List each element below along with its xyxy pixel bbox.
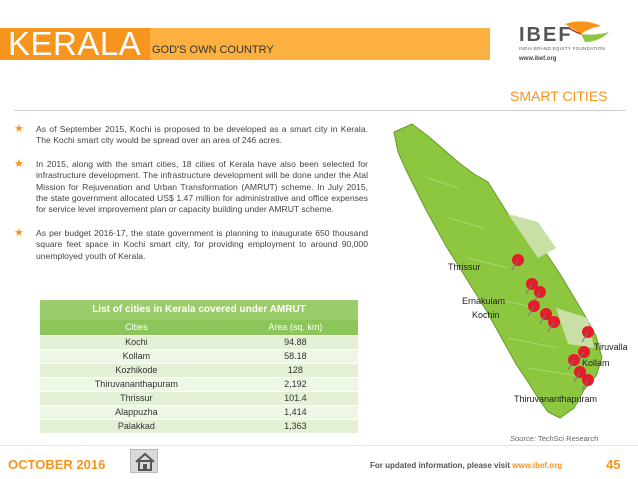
footer-info: For updated information, please visit ww… [370, 461, 562, 470]
table-cell: 1,414 [232, 405, 358, 420]
page-number: 45 [606, 457, 621, 472]
ibef-logo[interactable]: IBEF INDIA BRAND EQUITY FOUNDATION www.i… [505, 18, 625, 70]
logo-url: www.ibef.org [519, 56, 557, 62]
table-cell: Palakkad [40, 419, 233, 434]
map-label-kochin: Kochin [472, 310, 500, 320]
pin-icon[interactable] [527, 300, 540, 317]
header: KERALA GOD'S OWN COUNTRY IBEF INDIA BRAN… [0, 0, 638, 70]
table-row: Kozhikode 128 [40, 363, 358, 378]
table-cell: Kozhikode [40, 363, 233, 378]
bullet-item: ★ As of September 2015, Kochi is propose… [14, 124, 368, 147]
amrut-table: List of cities in Kerala covered under A… [40, 300, 358, 434]
map-label-tiruvalla: Tiruvalla [594, 342, 628, 352]
kerala-map-shape [393, 123, 603, 419]
table-row: Kollam 58.18 [40, 349, 358, 364]
source-value: TechSci Research [537, 434, 599, 443]
page-subtitle: GOD'S OWN COUNTRY [152, 44, 274, 56]
map-label-ernakulam: Ernakulam [462, 296, 506, 306]
home-icon [135, 452, 155, 471]
logo-foundation: INDIA BRAND EQUITY FOUNDATION [519, 46, 606, 51]
logo-text: IBEF [519, 24, 573, 46]
pin-icon[interactable] [533, 286, 546, 303]
table-title: List of cities in Kerala covered under A… [40, 300, 358, 320]
bullet-text: In 2015, along with the smart cities, 18… [36, 158, 368, 215]
table-cell: Alappuzha [40, 405, 233, 420]
table-cell: 2,192 [232, 377, 358, 392]
star-bullet-icon: ★ [14, 226, 24, 239]
district-borders [427, 177, 579, 377]
pin-icon[interactable] [581, 326, 594, 343]
table-cell: Thiruvananthapuram [40, 377, 233, 392]
pin-icon[interactable] [573, 366, 586, 383]
footer-info-prefix: For updated information, please visit [370, 461, 511, 470]
map-label-thiruvananthapuram: Thiruvananthapuram [514, 394, 598, 404]
table-header-cell: Cities [40, 320, 233, 336]
pin-icon[interactable] [581, 374, 594, 391]
star-bullet-icon: ★ [14, 123, 24, 135]
table-cell: Thrissur [40, 391, 233, 406]
map-label-thrissur: Thrissur [448, 262, 481, 272]
footer-url-link[interactable]: www.ibef.org [512, 461, 563, 470]
home-button[interactable] [130, 449, 158, 473]
divider [14, 110, 626, 111]
table-cell: Kollam [40, 349, 233, 364]
table-cell: 1,363 [232, 419, 358, 434]
table-row: Thrissur 101.4 [40, 391, 358, 406]
city-pins [511, 254, 594, 391]
pin-icon[interactable] [525, 278, 538, 295]
page-title: KERALA [8, 25, 142, 62]
source-label: Source: [510, 434, 536, 443]
table-row: Kochi 94.88 [40, 335, 358, 350]
table-row: Palakkad 1,363 [40, 419, 358, 434]
bullet-item: ★ In 2015, along with the smart cities, … [14, 157, 368, 216]
table-cell: 128 [232, 363, 358, 378]
table-row: Thiruvananthapuram 2,192 [40, 377, 358, 392]
bird-icon [565, 21, 609, 42]
district-highlight [508, 214, 556, 258]
pin-icon[interactable] [567, 354, 580, 371]
footer-date: OCTOBER 2016 [8, 457, 106, 472]
subtitle-band [150, 28, 490, 60]
title-band [0, 28, 150, 60]
star-bullet-icon: ★ [14, 157, 24, 170]
kerala-map: Thrissur Ernakulam Kochin Tiruvalla Koll… [388, 118, 628, 438]
pin-icon[interactable] [547, 316, 560, 333]
bullet-list: ★ As of September 2015, Kochi is propose… [14, 124, 368, 274]
table-cell: Kochi [40, 335, 233, 350]
pin-icon[interactable] [511, 254, 524, 271]
pin-icon[interactable] [539, 308, 552, 325]
table-cell: 101.4 [232, 391, 358, 406]
land-area [393, 123, 603, 419]
table-cell: 58.18 [232, 349, 358, 364]
table-header-row: Cities Area (sq. km) [40, 320, 358, 336]
table-header-cell: Area (sq. km) [232, 320, 358, 336]
footer-divider [0, 445, 638, 446]
table-row: Alappuzha 1,414 [40, 405, 358, 420]
map-label-kollam: Kollam [582, 358, 610, 368]
bullet-text: As per budget 2016-17, the state governm… [36, 227, 368, 261]
bullet-text: As of September 2015, Kochi is proposed … [36, 124, 368, 146]
bullet-item: ★ As per budget 2016-17, the state gover… [14, 226, 368, 262]
source-note: Source: TechSci Research [510, 434, 598, 443]
section-title: SMART CITIES [510, 88, 608, 104]
table-cell: 94.88 [232, 335, 358, 350]
